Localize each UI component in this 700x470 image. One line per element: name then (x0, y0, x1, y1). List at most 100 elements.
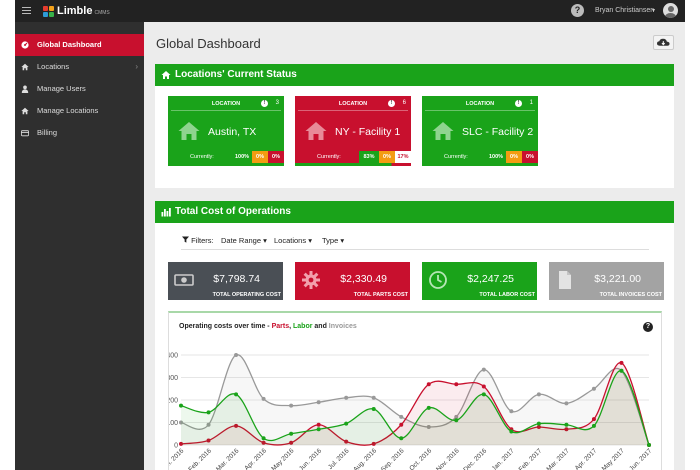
data-point-parts (564, 427, 569, 432)
status-critical-pct: 0% (522, 151, 538, 163)
caret-down-icon: ▾ (308, 236, 312, 245)
x-tick-label: Nov. 2016 (435, 447, 461, 470)
bar-chart-icon (161, 208, 171, 217)
sidebar-item-label: Locations (37, 62, 70, 71)
panel-title: Total Cost of Operations (175, 206, 291, 217)
sidebar: Global Dashboard Locations › Manage User… (15, 22, 144, 470)
status-warning-pct: 0% (379, 151, 395, 163)
data-point-invoices (399, 414, 404, 419)
info-icon[interactable]: ! (515, 100, 522, 107)
date-range-filter[interactable]: Date Range ▾ (221, 236, 267, 245)
x-tick-label: Aug. 2016 (352, 447, 378, 470)
location-name[interactable]: NY - Facility 1 (335, 126, 401, 138)
panel-title: Locations' Current Status (175, 69, 297, 80)
data-point-labor (509, 429, 514, 434)
data-point-labor (647, 443, 651, 447)
current-label: Currently: (444, 154, 468, 160)
cost-label: TOTAL OPERATING COST (212, 292, 281, 298)
data-point-labor (481, 392, 486, 397)
locations-status-header: Locations' Current Status (155, 64, 674, 86)
cost-card[interactable]: $2,247.25 TOTAL LABOR COST (422, 262, 537, 300)
operating-costs-chart-panel: Operating costs over time - Parts, Labor… (168, 311, 662, 470)
location-name[interactable]: SLC - Facility 2 (462, 126, 534, 138)
y-tick-label: 100 (169, 420, 178, 427)
data-point-labor (619, 368, 624, 373)
data-point-labor (344, 421, 349, 426)
status-good-pct: 100% (234, 154, 250, 160)
cost-card[interactable]: $2,330.49 TOTAL PARTS COST (295, 262, 410, 300)
cloud-download-button[interactable] (653, 35, 674, 50)
x-tick-label: Jan. 2016 (169, 447, 186, 470)
location-card[interactable]: LOCATION! 6 NY - Facility 1 Currently: 83% 0%… (295, 96, 411, 166)
file-icon (559, 271, 571, 289)
location-count: 6 (402, 100, 406, 106)
x-tick-label: Sep. 2016 (380, 447, 406, 470)
filter-icon (182, 236, 189, 243)
type-filter[interactable]: Type ▾ (322, 236, 345, 245)
data-point-invoices (481, 367, 486, 372)
chart-help-icon[interactable]: ? (643, 322, 653, 332)
help-icon[interactable]: ? (571, 4, 584, 17)
page-title: Global Dashboard (156, 36, 261, 51)
credit-card-icon (21, 130, 29, 137)
logo-mark-icon (43, 5, 54, 17)
home-icon (21, 107, 29, 115)
locations-filter[interactable]: Locations ▾ (274, 236, 312, 245)
cost-card[interactable]: $7,798.74 TOTAL OPERATING COST (168, 262, 283, 300)
location-card[interactable]: LOCATION! 1 SLC - Facility 2 Currently: 100%… (422, 96, 538, 166)
status-warning-pct: 0% (506, 151, 522, 163)
user-icon (21, 85, 29, 93)
status-warning-pct: 0% (252, 151, 268, 163)
sidebar-item-manage-users[interactable]: Manage Users (15, 78, 144, 100)
divider (298, 110, 408, 111)
sidebar-item-billing[interactable]: Billing (15, 122, 144, 144)
location-name[interactable]: Austin, TX (208, 126, 257, 138)
total-cost-header: Total Cost of Operations (155, 201, 674, 223)
data-point-labor (454, 418, 459, 423)
data-point-invoices (564, 401, 569, 406)
hamburger-menu-icon[interactable] (22, 7, 31, 15)
data-point-invoices (426, 425, 431, 429)
location-card[interactable]: LOCATION! 3 Austin, TX Currently: 100% 0% 0% (168, 96, 284, 166)
gear-icon (302, 271, 320, 289)
data-point-invoices (591, 386, 596, 391)
cost-label: TOTAL PARTS COST (353, 292, 408, 298)
data-point-parts (371, 441, 376, 446)
data-point-invoices (344, 395, 349, 400)
caret-down-icon: ▾ (263, 236, 267, 245)
info-icon[interactable]: ! (261, 100, 268, 107)
data-point-labor (289, 431, 294, 436)
sidebar-item-global-dashboard[interactable]: Global Dashboard (15, 34, 144, 56)
status-strip (168, 163, 284, 166)
x-tick-label: Jun. 2016 (298, 447, 323, 470)
chart-title: Operating costs over time - Parts, Labor… (179, 323, 357, 330)
user-name[interactable]: Bryan Christiansen (595, 7, 655, 14)
data-point-invoices (371, 395, 376, 400)
data-point-invoices (206, 422, 211, 427)
status-percentages: 83% 0% 17% (359, 151, 411, 163)
cost-value: $3,221.00 (594, 273, 641, 285)
x-tick-label: Jun. 2017 (628, 447, 653, 470)
logo[interactable]: Limble CMMS (43, 4, 110, 18)
dashboard-icon (21, 41, 29, 49)
x-tick-label: May 2016 (270, 447, 295, 470)
user-menu-caret-icon[interactable]: ▾ (652, 8, 656, 14)
x-tick-label: Apr. 2017 (574, 447, 599, 470)
y-tick-label: 0 (174, 443, 178, 450)
status-strip (422, 163, 538, 166)
x-tick-label: May 2017 (601, 447, 626, 470)
info-icon[interactable]: ! (388, 100, 395, 107)
cost-value: $2,330.49 (340, 273, 387, 285)
data-point-parts (234, 423, 239, 428)
sidebar-item-manage-locations[interactable]: Manage Locations (15, 100, 144, 122)
cost-card[interactable]: $3,221.00 TOTAL INVOICES COST (549, 262, 664, 300)
avatar[interactable] (663, 3, 678, 18)
sidebar-item-locations[interactable]: Locations › (15, 56, 144, 78)
x-tick-label: Feb. 2016 (187, 447, 213, 470)
data-point-labor (234, 392, 239, 397)
divider (181, 249, 649, 250)
data-point-parts (344, 439, 349, 444)
location-count: 3 (275, 100, 279, 106)
data-point-parts (426, 382, 431, 387)
